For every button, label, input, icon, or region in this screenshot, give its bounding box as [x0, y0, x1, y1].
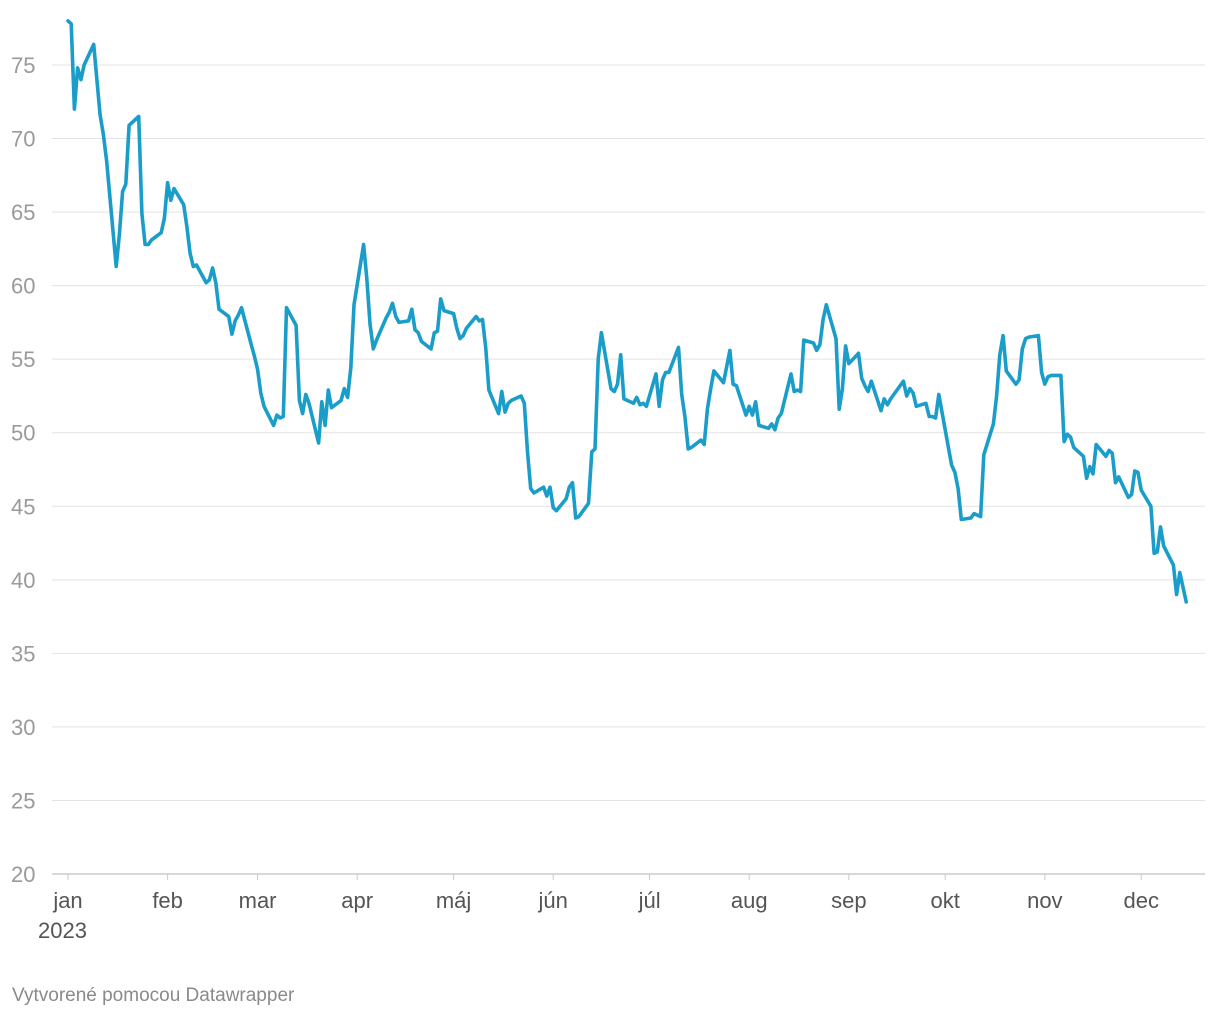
y-tick-label: 40	[11, 568, 35, 593]
x-tick-label: jan	[52, 888, 82, 913]
x-tick-label: feb	[152, 888, 183, 913]
x-tick-label: nov	[1027, 888, 1062, 913]
x-tick-label: jún	[538, 888, 568, 913]
y-tick-label: 65	[11, 200, 35, 225]
y-tick-label: 70	[11, 127, 35, 152]
x-tick-label: dec	[1123, 888, 1158, 913]
y-tick-label: 55	[11, 347, 35, 372]
x-tick-label: mar	[239, 888, 277, 913]
x-tick-label: sep	[831, 888, 866, 913]
x-tick-label: júl	[638, 888, 661, 913]
x-tick-label: apr	[341, 888, 373, 913]
grid-lines	[52, 64, 1205, 875]
y-tick-label: 75	[11, 53, 35, 78]
y-tick-label: 45	[11, 494, 35, 519]
x-tick-label: máj	[436, 888, 471, 913]
y-tick-label: 35	[11, 641, 35, 666]
x-tick-label: okt	[931, 888, 960, 913]
y-tick-label: 25	[11, 788, 35, 813]
datawrapper-credit[interactable]: Vytvorené pomocou Datawrapper	[12, 985, 295, 1006]
y-tick-label: 50	[11, 421, 35, 446]
x-tick-label: aug	[731, 888, 768, 913]
x-year-label: 2023	[38, 918, 87, 943]
x-axis: jan feb mar apr máj jún júl aug sep okt nov dec 2023	[38, 874, 1159, 943]
y-axis: 75 70 65 60 55 50 45 40 35 30 25 20	[11, 53, 35, 887]
y-tick-label: 30	[11, 715, 35, 740]
y-tick-label: 60	[11, 274, 35, 299]
y-tick-label: 20	[11, 862, 35, 887]
data-series	[66, 19, 1188, 604]
series-line-value	[66, 19, 1188, 604]
